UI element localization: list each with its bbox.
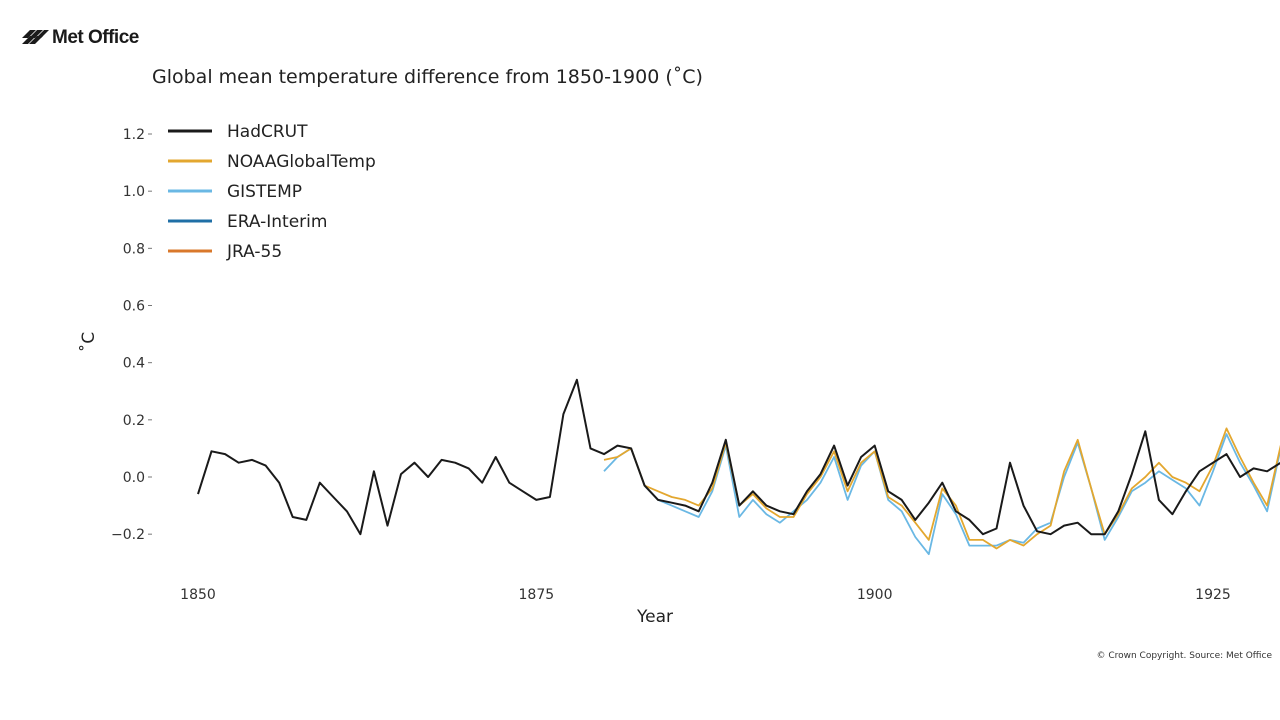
met-office-logo: Met Office [22,27,139,48]
y-axis: −0.2 0.0 0.2 0.4 0.6 0.8 1.0 1.2 [111,127,152,543]
x-tick-label: 1925 [1195,587,1231,603]
series-line-noaaglobaltemp [603,427,1280,550]
y-tick-label: 0.8 [123,241,145,257]
met-office-logo-icon [22,30,49,44]
series-line-gistemp [603,433,1280,556]
x-tick-label: 1875 [519,587,555,603]
y-tick-label: −0.2 [111,527,145,543]
series-lines [197,378,1280,556]
y-tick-label: 1.2 [123,127,145,143]
legend-label-hadcrut: HadCRUT [227,122,308,142]
series-line-hadcrut [197,378,1280,536]
legend-label-era-interim: ERA-Interim [227,212,327,232]
y-tick-label: 0.6 [123,299,145,315]
y-tick-label: 0.2 [123,413,145,429]
x-tick-label: 1900 [857,587,893,603]
legend: HadCRUT NOAAGlobalTemp GISTEMP ERA-Interim J… [168,122,376,262]
legend-label-jra-55: JRA-55 [226,242,282,262]
x-axis-label: Year [636,607,673,627]
x-axis: 18501875190019251950197520002025 [180,587,1231,603]
y-tick-label: 1.0 [123,184,145,200]
y-axis-label: ˚C [78,332,99,352]
chart-title: Global mean temperature difference from … [152,66,703,88]
x-tick-label: 1850 [180,587,216,603]
y-tick-label: 0.4 [123,356,145,372]
y-tick-label: 0.0 [123,470,145,486]
legend-label-gistemp: GISTEMP [227,182,302,202]
legend-label-noaaglobaltemp: NOAAGlobalTemp [227,152,376,172]
copyright-credit: © Crown Copyright. Source: Met Office [1096,651,1272,661]
met-office-logo-text: Met Office [52,27,139,48]
